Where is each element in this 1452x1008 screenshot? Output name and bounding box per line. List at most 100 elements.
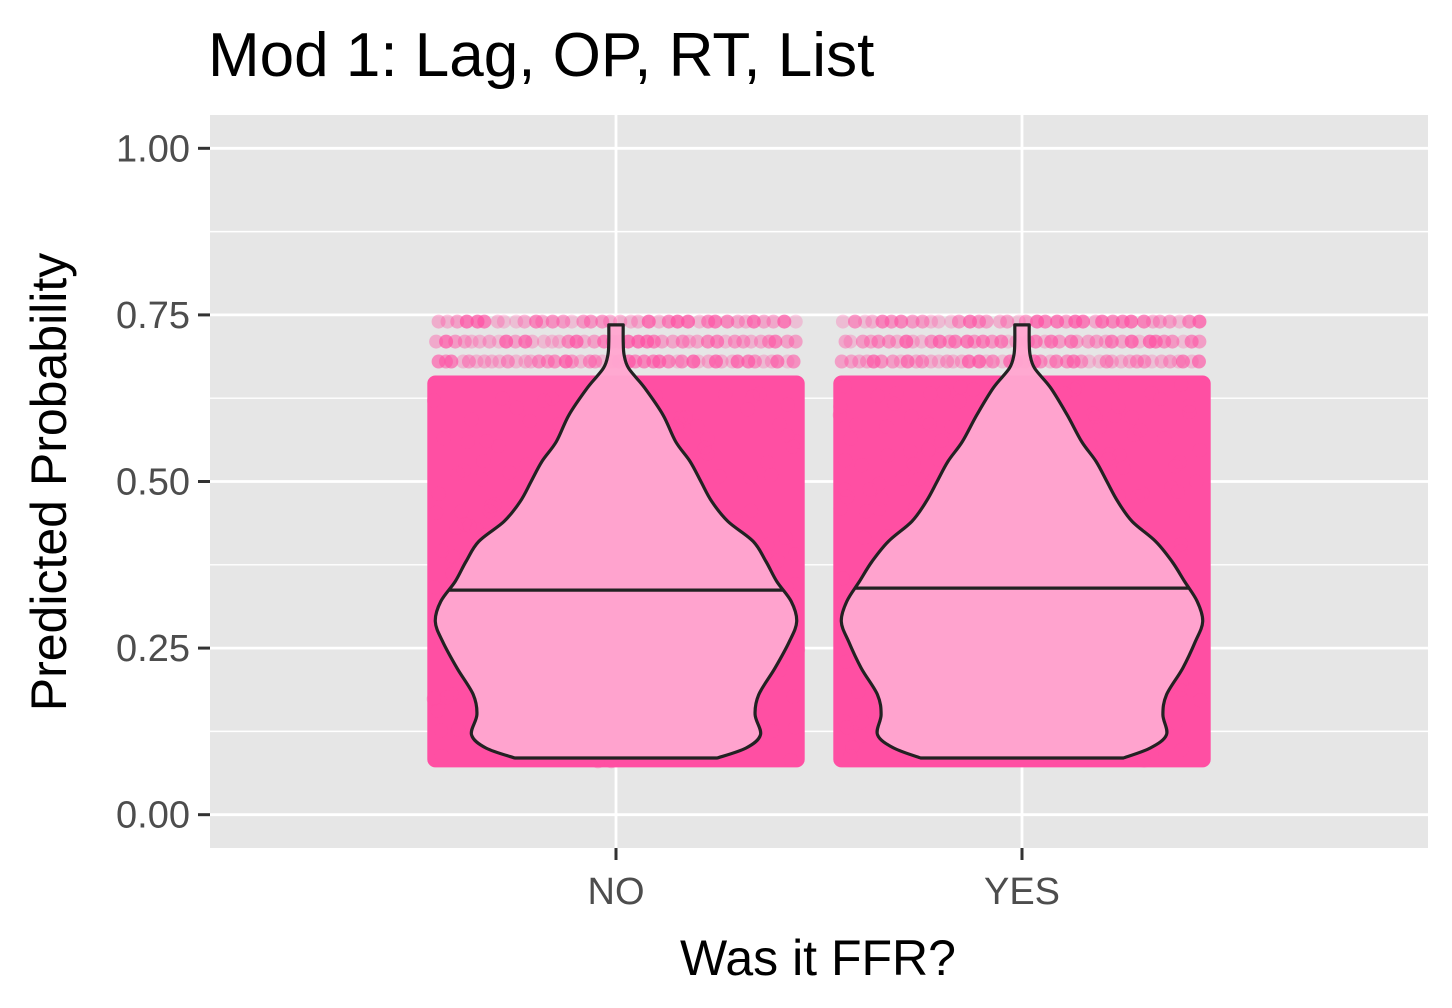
point xyxy=(1189,474,1204,489)
point xyxy=(564,354,579,369)
point xyxy=(835,571,850,586)
point xyxy=(456,354,471,369)
minor-gridlines xyxy=(210,230,1428,733)
violin-yes xyxy=(839,323,1205,760)
point xyxy=(788,314,803,329)
point xyxy=(786,439,801,454)
x-axis-title: Was it FFR? xyxy=(680,930,956,986)
point xyxy=(1174,377,1189,392)
point xyxy=(477,354,492,369)
point xyxy=(764,468,779,483)
point xyxy=(445,566,460,581)
point xyxy=(509,354,524,369)
point xyxy=(1082,354,1097,369)
point xyxy=(855,334,870,349)
point xyxy=(430,703,445,718)
point xyxy=(697,440,712,455)
point xyxy=(838,379,853,394)
point xyxy=(1101,452,1116,467)
point xyxy=(789,434,804,449)
point xyxy=(525,334,540,349)
point xyxy=(839,720,854,735)
point xyxy=(714,354,729,369)
point xyxy=(1049,354,1064,369)
point xyxy=(654,334,669,349)
point xyxy=(833,399,848,414)
point xyxy=(1192,334,1207,349)
point xyxy=(1152,314,1167,329)
point xyxy=(1086,406,1101,421)
point xyxy=(674,354,689,369)
point xyxy=(1182,314,1197,329)
point xyxy=(940,354,955,369)
x-tick-label: YES xyxy=(984,871,1060,913)
point xyxy=(477,314,492,329)
point xyxy=(434,748,449,763)
point xyxy=(500,354,515,369)
point xyxy=(492,354,507,369)
point xyxy=(870,388,885,403)
point xyxy=(921,442,936,457)
point xyxy=(1172,455,1187,470)
point xyxy=(1136,314,1151,329)
point xyxy=(472,334,487,349)
point xyxy=(496,314,511,329)
point xyxy=(743,470,758,485)
point xyxy=(858,314,873,329)
point xyxy=(519,457,534,472)
point xyxy=(985,354,1000,369)
point xyxy=(788,577,803,592)
point xyxy=(853,729,868,744)
point xyxy=(682,334,697,349)
point xyxy=(1088,409,1103,424)
point xyxy=(1137,753,1152,768)
point xyxy=(1174,742,1189,757)
point xyxy=(924,314,939,329)
point xyxy=(852,354,867,369)
point xyxy=(859,504,874,519)
point xyxy=(1028,334,1043,349)
point xyxy=(431,314,446,329)
point xyxy=(1175,354,1190,369)
point xyxy=(464,412,479,427)
point xyxy=(833,501,848,516)
point xyxy=(445,549,460,564)
point xyxy=(834,354,849,369)
point xyxy=(436,431,451,446)
point xyxy=(914,334,929,349)
point xyxy=(1182,405,1197,420)
point xyxy=(791,642,806,657)
point xyxy=(919,415,934,430)
point xyxy=(431,486,446,501)
point xyxy=(545,391,560,406)
point xyxy=(1170,484,1185,499)
point xyxy=(885,354,900,369)
point xyxy=(839,654,854,669)
point xyxy=(461,354,476,369)
point xyxy=(736,334,751,349)
point xyxy=(1102,447,1117,462)
point xyxy=(874,492,889,507)
point xyxy=(439,690,454,705)
point xyxy=(718,387,733,402)
point xyxy=(1070,380,1085,395)
point xyxy=(491,439,506,454)
point xyxy=(708,314,723,329)
point xyxy=(459,314,474,329)
point xyxy=(924,354,939,369)
point xyxy=(948,334,963,349)
point xyxy=(464,334,479,349)
point xyxy=(700,446,715,461)
violin-no xyxy=(433,323,799,760)
point xyxy=(429,505,444,520)
point xyxy=(426,691,441,706)
point xyxy=(547,354,562,369)
point xyxy=(479,434,494,449)
point xyxy=(744,503,759,518)
point xyxy=(936,385,951,400)
point xyxy=(1112,447,1127,462)
point xyxy=(1038,314,1053,329)
point xyxy=(1050,314,1065,329)
point xyxy=(838,334,853,349)
point xyxy=(766,314,781,329)
